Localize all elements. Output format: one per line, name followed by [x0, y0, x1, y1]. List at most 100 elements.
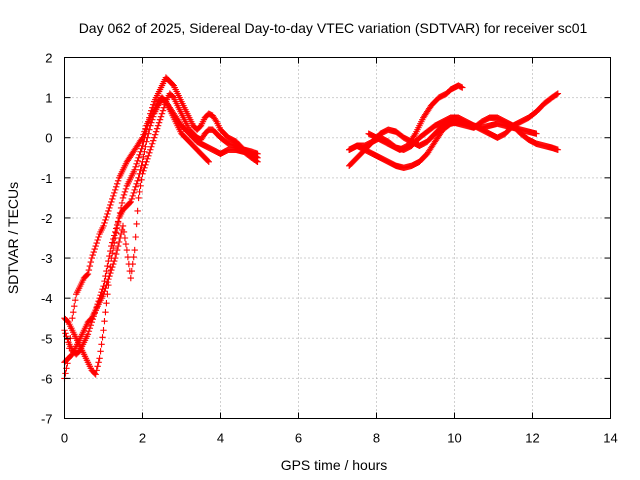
- data-point: [128, 195, 135, 203]
- data-point: [112, 228, 119, 236]
- data-point: [160, 104, 168, 111]
- data-point: [108, 266, 115, 274]
- x-tick-label: 0: [61, 431, 68, 446]
- data-point: [141, 148, 148, 155]
- data-point: [139, 170, 146, 178]
- data-point: [131, 186, 138, 194]
- series-trace-3: [61, 96, 212, 358]
- y-tick-label: -6: [41, 371, 53, 386]
- data-point: [100, 327, 107, 334]
- data-point: [212, 116, 219, 124]
- data-point: [111, 257, 118, 265]
- data-point: [133, 220, 140, 228]
- data-point: [109, 195, 116, 203]
- data-point: [113, 246, 121, 254]
- x-tick-label: 10: [447, 431, 461, 446]
- data-point: [114, 177, 122, 185]
- data-point: [149, 140, 156, 147]
- data-point: [101, 318, 108, 325]
- data-point: [91, 245, 98, 253]
- data-point: [110, 260, 117, 268]
- data-point: [92, 242, 99, 250]
- data-point: [112, 250, 120, 258]
- data-points: [61, 74, 562, 382]
- data-point: [133, 160, 140, 167]
- data-point: [156, 116, 164, 123]
- data-point: [64, 336, 71, 343]
- data-point: [87, 258, 95, 266]
- y-tick-label: -3: [41, 251, 53, 266]
- data-point: [554, 146, 562, 153]
- data-point: [120, 228, 128, 236]
- data-point: [127, 274, 134, 282]
- data-point: [83, 271, 91, 279]
- data-point: [85, 328, 93, 335]
- data-point: [131, 166, 138, 174]
- data-point: [121, 188, 129, 196]
- data-point: [134, 177, 141, 185]
- data-point: [107, 201, 114, 209]
- data-point: [112, 254, 119, 262]
- data-point: [129, 192, 136, 200]
- data-point: [92, 371, 99, 378]
- data-point: [147, 122, 154, 129]
- data-point: [131, 246, 138, 254]
- data-point: [158, 110, 166, 117]
- chart-title: Day 062 of 2025, Sidereal Day-to-day VTE…: [79, 20, 588, 36]
- data-point: [85, 266, 93, 274]
- series-trace-4: [61, 90, 261, 366]
- data-point: [141, 128, 148, 135]
- data-point: [149, 116, 156, 123]
- data-point: [459, 84, 466, 91]
- data-point: [155, 119, 163, 126]
- data-point: [133, 180, 140, 188]
- data-point: [146, 126, 153, 133]
- x-tick-label: 6: [295, 431, 302, 446]
- data-point: [145, 152, 152, 159]
- data-point: [84, 331, 92, 338]
- data-point: [136, 188, 143, 196]
- data-point: [148, 119, 155, 126]
- data-point: [151, 134, 158, 141]
- data-point: [105, 275, 112, 283]
- data-point: [554, 90, 562, 97]
- data-point: [120, 191, 128, 199]
- data-point: [109, 263, 116, 271]
- data-point: [102, 284, 109, 292]
- data-point: [71, 302, 78, 310]
- x-tick-label: 4: [217, 431, 224, 446]
- data-point: [148, 143, 155, 150]
- data-point: [118, 199, 126, 207]
- y-tick-label: 2: [45, 51, 52, 66]
- data-point: [134, 157, 141, 164]
- data-point: [68, 325, 75, 332]
- x-tick-label: 14: [603, 431, 617, 446]
- data-point: [114, 218, 122, 225]
- data-point: [205, 158, 212, 165]
- data-point: [99, 334, 106, 341]
- data-point: [113, 221, 121, 229]
- data-point: [104, 210, 111, 218]
- data-point: [122, 240, 130, 248]
- data-point: [157, 113, 165, 120]
- y-tick-label: -4: [41, 291, 53, 306]
- data-point: [140, 131, 147, 138]
- data-point: [146, 149, 153, 156]
- data-point: [152, 128, 160, 135]
- data-point: [94, 363, 101, 370]
- data-point: [101, 277, 108, 285]
- data-point: [101, 287, 108, 295]
- data-point: [143, 138, 150, 145]
- y-tick-label: 0: [45, 131, 52, 146]
- data-point: [115, 238, 123, 246]
- data-point: [103, 281, 110, 289]
- data-point: [112, 186, 119, 194]
- data-point: [137, 182, 144, 190]
- data-point: [114, 242, 122, 250]
- data-point: [111, 232, 118, 239]
- data-point: [104, 262, 111, 270]
- data-point: [150, 137, 157, 144]
- data-point: [154, 122, 162, 129]
- data-point: [138, 136, 145, 143]
